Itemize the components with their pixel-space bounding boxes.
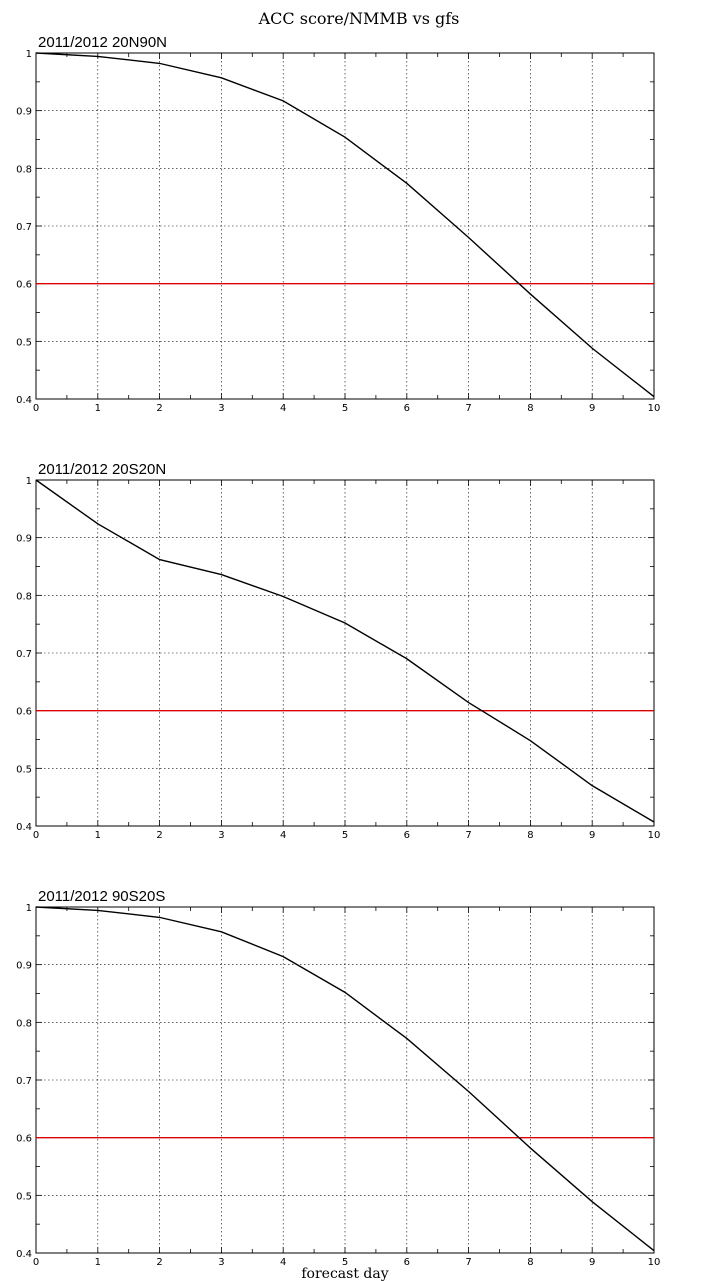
x-tick-label: 9 [589, 1257, 595, 1268]
y-tick-label: 0.5 [16, 1191, 32, 1202]
x-tick-label: 1 [95, 1257, 101, 1268]
x-tick-label: 6 [404, 403, 410, 414]
panel-20n90n: 2011/2012 20N90N 0 1 2 3 4 5 6 7 8 9 10 0.4 0.5 0.6 0.… [16, 34, 660, 414]
x-axis-label: forecast day [301, 1266, 388, 1281]
grid-90s20s [36, 907, 654, 1253]
x-tick-label: 0 [33, 830, 39, 841]
x-tick-label: 0 [33, 403, 39, 414]
x-tick-label: 10 [648, 403, 661, 414]
panel-title-20n90n: 2011/2012 20N90N [38, 34, 167, 51]
x-tick-label: 6 [404, 1257, 410, 1268]
x-tick-label: 10 [648, 1257, 661, 1268]
x-tick-label: 0 [33, 1257, 39, 1268]
y-tick-label: 0.8 [16, 1018, 32, 1029]
x-tick-label: 1 [95, 830, 101, 841]
y-tick-label: 0.4 [16, 822, 32, 833]
y-tick-label: 0.6 [16, 707, 32, 718]
x-tick-label: 4 [280, 830, 286, 841]
y-tick-label: 1 [26, 49, 32, 60]
x-tick-label: 5 [342, 1257, 348, 1268]
series-line-20s20n [35, 479, 655, 823]
x-tick-label: 8 [527, 830, 533, 841]
y-tick-label: 0.9 [16, 107, 32, 118]
panel-title-20s20n: 2011/2012 20S20N [38, 461, 166, 478]
grid-20s20n [36, 480, 654, 826]
y-tick-label: 0.9 [16, 961, 32, 972]
x-tick-label: 2 [156, 830, 162, 841]
y-tick-label: 0.6 [16, 1134, 32, 1145]
minor-ticks-20s20n [35, 479, 655, 827]
series-line-20n90n [35, 52, 655, 398]
y-tick-label: 0.5 [16, 337, 32, 348]
y-tick-label: 0.6 [16, 280, 32, 291]
y-tick-label: 0.7 [16, 1076, 32, 1087]
plot-area-20n90n: 0 1 2 3 4 5 6 7 8 9 10 0.4 0.5 0.6 0.7 0.8 0.9 1 [16, 49, 660, 414]
x-tick-label: 4 [280, 403, 286, 414]
y-tick-label: 0.5 [16, 764, 32, 775]
series-line-90s20s [35, 906, 655, 1252]
grid-20n90n [36, 53, 654, 399]
y-tick-label: 1 [26, 903, 32, 914]
y-tick-label: 0.4 [16, 1249, 32, 1260]
panel-90s20s: 2011/2012 90S20S 0 1 2 3 4 5 6 7 8 9 10 0.4 0.5 0.6 0.… [16, 888, 660, 1268]
plot-area-90s20s: 0 1 2 3 4 5 6 7 8 9 10 0.4 0.5 0.6 0.7 0.8 0.9 1 [16, 903, 660, 1268]
panel-title-90s20s: 2011/2012 90S20S [38, 888, 165, 905]
figure-title: ACC score/NMMB vs gfs [258, 9, 460, 28]
plot-area-20s20n: 0 1 2 3 4 5 6 7 8 9 10 0.4 0.5 0.6 0.7 0.8 0.9 1 [16, 476, 660, 841]
x-tick-label: 3 [218, 830, 224, 841]
y-tick-label: 0.9 [16, 534, 32, 545]
minor-ticks-90s20s [35, 906, 655, 1254]
y-tick-label: 0.7 [16, 222, 32, 233]
x-tick-label: 2 [156, 403, 162, 414]
x-tick-label: 5 [342, 830, 348, 841]
y-tick-label: 0.8 [16, 591, 32, 602]
x-tick-label: 1 [95, 403, 101, 414]
x-tick-label: 8 [527, 1257, 533, 1268]
x-tick-label: 9 [589, 830, 595, 841]
x-tick-label: 6 [404, 830, 410, 841]
x-tick-label: 3 [218, 403, 224, 414]
x-tick-label: 5 [342, 403, 348, 414]
x-tick-label: 8 [527, 403, 533, 414]
x-tick-label: 3 [218, 1257, 224, 1268]
y-tick-label: 0.4 [16, 395, 32, 406]
x-tick-label: 7 [465, 403, 471, 414]
y-tick-label: 0.7 [16, 649, 32, 660]
x-tick-label: 4 [280, 1257, 286, 1268]
x-tick-label: 7 [465, 1257, 471, 1268]
x-tick-label: 9 [589, 403, 595, 414]
y-tick-label: 1 [26, 476, 32, 487]
x-tick-label: 2 [156, 1257, 162, 1268]
x-tick-label: 7 [465, 830, 471, 841]
panel-20s20n: 2011/2012 20S20N 0 1 2 3 4 5 6 7 8 9 10 0.4 0.5 0.6 0.… [16, 461, 660, 841]
y-tick-label: 0.8 [16, 164, 32, 175]
x-tick-label: 10 [648, 830, 661, 841]
